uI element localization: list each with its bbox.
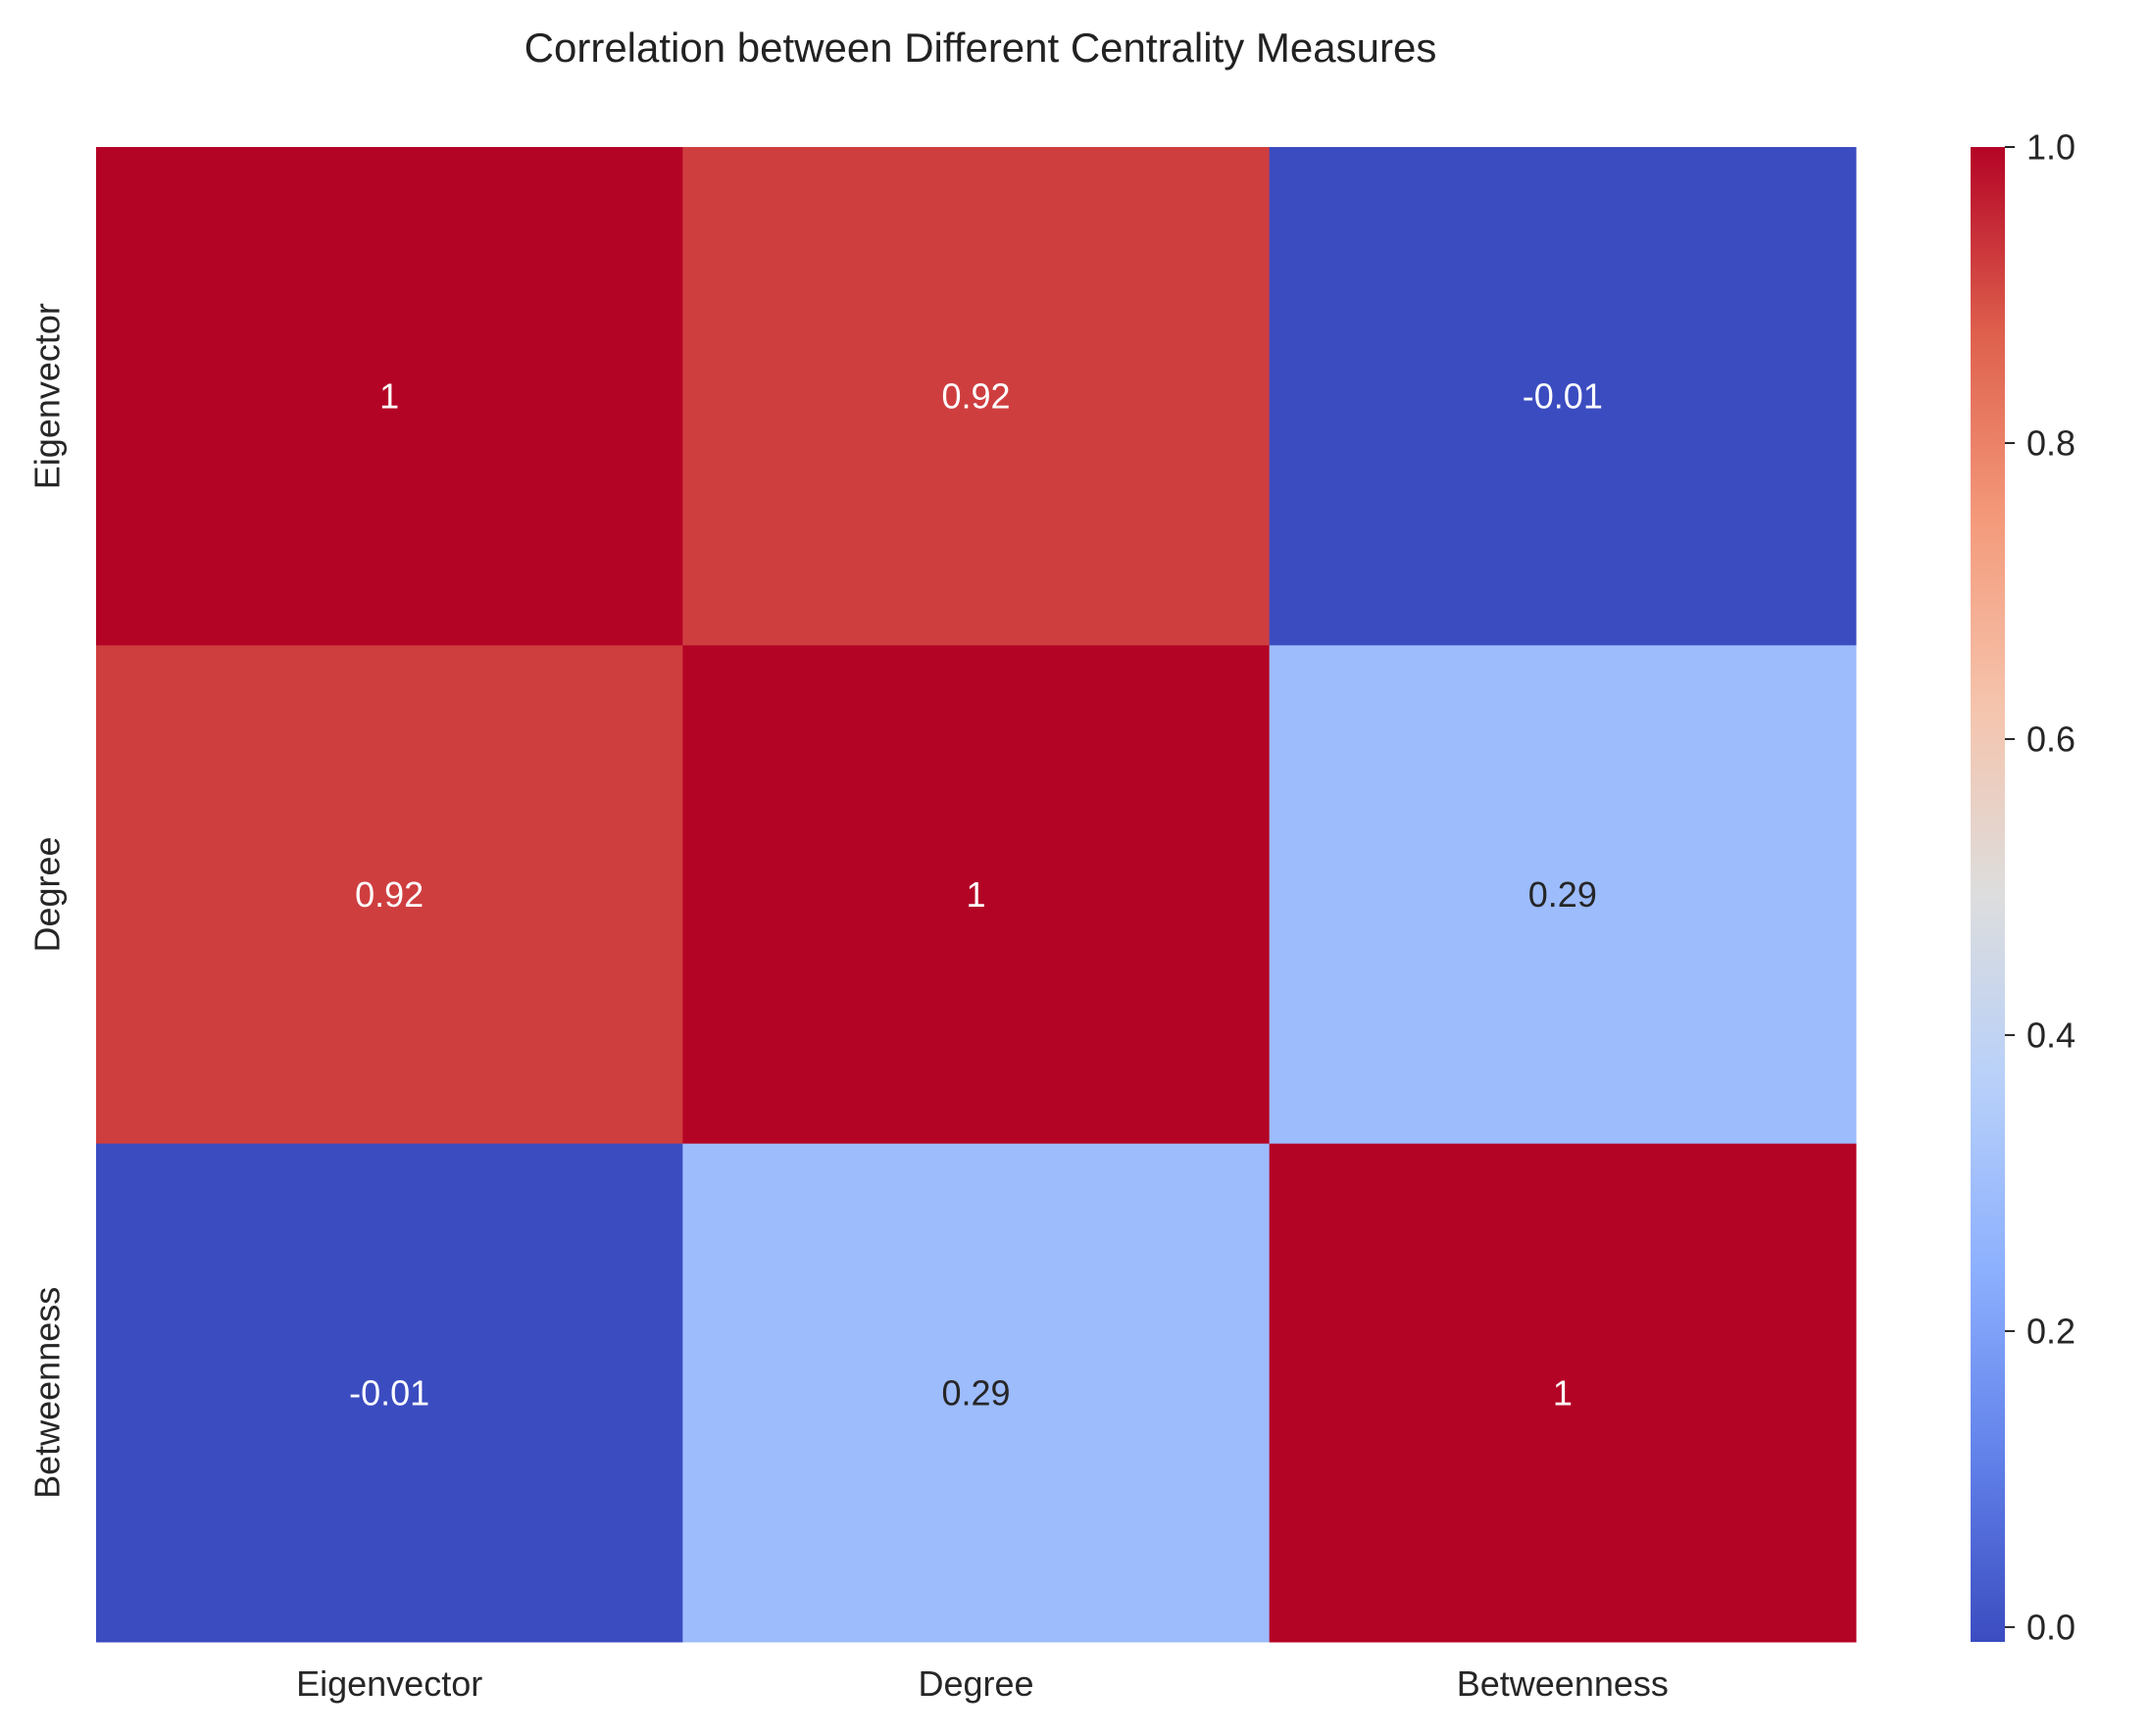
colorbar-tick-label-1: 0.2 (2026, 1311, 2075, 1351)
cell-annotation-r0-c2: -0.01 (1523, 376, 1603, 417)
y-tick-label-0: Eigenvector (27, 303, 68, 489)
heatmap-cell-r1-c1 (682, 645, 1271, 1145)
colorbar-tick-label-4: 0.8 (2026, 422, 2075, 463)
y-axis-tick-labels: Eigenvector Degree Betweenness (27, 303, 68, 1499)
colorbar-tick-label-5: 1.0 (2026, 127, 2075, 168)
chart-title: Correlation between Different Centrality… (525, 25, 1437, 71)
heatmap-cell-r0-c2 (1269, 147, 1857, 646)
cell-annotation-r1-c1: 1 (966, 874, 985, 915)
x-tick-label-1: Degree (918, 1663, 1033, 1704)
heatmap-cell-r2-c1 (682, 1143, 1271, 1643)
colorbar-gradient (1971, 147, 2005, 1642)
heatmap-cell-r0-c0 (96, 147, 683, 646)
heatmap-cell-r1-c0 (96, 645, 683, 1145)
colorbar-tick-label-2: 0.4 (2026, 1015, 2075, 1055)
heatmap-cell-r2-c0 (96, 1143, 683, 1643)
cell-annotations: 1 0.92 -0.01 0.92 1 0.29 -0.01 0.29 1 (349, 376, 1603, 1414)
x-tick-label-0: Eigenvector (296, 1663, 482, 1704)
cell-annotation-r0-c0: 1 (379, 376, 399, 417)
heatmap-cell-r2-c2 (1269, 1143, 1857, 1643)
x-tick-label-2: Betweenness (1457, 1663, 1669, 1704)
cell-annotation-r1-c0: 0.92 (355, 874, 424, 915)
cell-annotation-r2-c2: 1 (1553, 1372, 1573, 1413)
cell-annotation-r2-c0: -0.01 (349, 1372, 429, 1413)
heatmap-cell-r1-c2 (1269, 645, 1857, 1145)
cell-annotation-r2-c1: 0.29 (941, 1372, 1010, 1413)
cell-annotation-r0-c1: 0.92 (941, 376, 1010, 417)
colorbar-tick-label-0: 0.0 (2026, 1607, 2075, 1647)
cell-annotation-r1-c2: 0.29 (1528, 874, 1597, 915)
colorbar-tick-label-3: 0.6 (2026, 719, 2075, 759)
heatmap-cells (96, 147, 1857, 1643)
y-tick-label-1: Degree (27, 836, 68, 952)
heatmap-cell-r0-c1 (682, 147, 1271, 646)
y-tick-label-2: Betweenness (27, 1287, 68, 1499)
x-axis-tick-labels: Eigenvector Degree Betweenness (296, 1663, 1669, 1704)
colorbar: 0.0 0.2 0.4 0.6 0.8 1.0 (1971, 127, 2075, 1647)
